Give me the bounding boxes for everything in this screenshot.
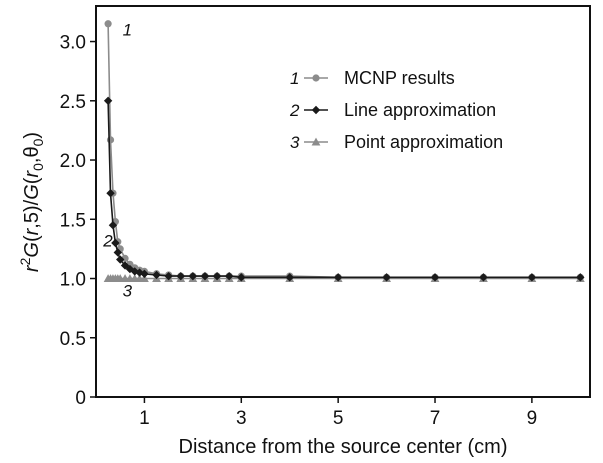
legend-item: 1 MCNP results	[290, 68, 455, 88]
x-tick-label: 3	[236, 408, 247, 429]
series-1-point	[106, 136, 115, 144]
x-tick-label: 5	[333, 408, 344, 429]
legend-item: 2 Line approximation	[289, 100, 496, 120]
legend-marker	[312, 74, 320, 82]
curve-number-label: 3	[123, 281, 133, 300]
y-axis-label-part: (	[21, 235, 43, 242]
series-2-point	[164, 271, 173, 281]
series-2-point	[527, 273, 537, 282]
series-2-point	[116, 255, 125, 264]
legend-number: 1	[290, 69, 299, 88]
y-tick-label: 0	[75, 388, 86, 409]
series-2-point	[285, 273, 294, 282]
curve-number-label: 2	[102, 232, 113, 251]
series-2-point	[237, 273, 246, 282]
y-axis-label-part: 2	[17, 257, 33, 265]
y-axis-label-part: r	[21, 264, 43, 272]
x-tick-label: 1	[139, 408, 150, 429]
y-tick-label: 2.5	[60, 92, 86, 113]
series-2-point	[333, 273, 343, 282]
series-2-point	[103, 96, 113, 105]
series-2-point	[108, 220, 118, 230]
y-tick-label: 3.0	[60, 33, 86, 54]
y-axis-label-part: (	[21, 177, 43, 184]
y-axis-label-part: )	[21, 132, 43, 139]
series-2-point	[140, 269, 149, 278]
legend-number: 2	[289, 101, 300, 120]
legend: 1 MCNP results 2 Line approximation 3 Point a…	[289, 68, 503, 152]
y-axis-label-part: G	[21, 184, 43, 200]
legend-label: Line approximation	[344, 100, 496, 120]
legend-item: 3 Point approximation	[290, 132, 503, 152]
y-axis-label-part: ,θ	[21, 146, 43, 163]
series-2-point	[382, 273, 391, 282]
x-axis-ticks: 1 3 5 7 9	[139, 397, 537, 429]
legend-marker	[311, 137, 321, 146]
series-2-point	[212, 271, 222, 281]
y-axis-label-part: r	[21, 170, 43, 178]
series-2-point	[224, 271, 234, 281]
x-axis-label: Distance from the source center (cm)	[179, 436, 508, 458]
y-axis-label-part: ,5)/	[21, 199, 43, 228]
y-tick-label: 1.0	[60, 270, 86, 291]
y-axis-ticks: 0 0.5 1.0 1.5 2.0 2.5 3.0	[60, 33, 96, 409]
y-axis-label-part: r	[21, 227, 43, 235]
y-tick-label: 0.5	[60, 329, 86, 350]
series-2	[103, 96, 585, 282]
series-3-point	[140, 274, 149, 283]
series-2-point	[188, 271, 198, 281]
legend-number: 3	[290, 133, 300, 152]
series-2-point	[106, 189, 115, 198]
y-axis-label-part: 0	[30, 163, 46, 171]
curve-number-label: 1	[123, 21, 132, 40]
x-tick-label: 7	[430, 408, 441, 429]
y-axis-label-part: 0	[30, 138, 46, 146]
series-2-line	[107, 100, 581, 279]
legend-label: Point approximation	[344, 132, 503, 152]
series-2-point	[430, 273, 440, 282]
series-1-point	[104, 20, 112, 28]
plot-frame	[95, 5, 591, 398]
series-2-point	[111, 238, 120, 248]
x-tick-label: 9	[527, 408, 538, 429]
series-2-point	[200, 271, 210, 281]
series-2-point	[576, 273, 585, 282]
curve-labels: 1 2 3	[102, 21, 132, 301]
legend-label: MCNP results	[344, 68, 455, 88]
series-2-point	[152, 270, 161, 280]
y-axis-label: r2G(r,5)/G(r0,θ0)	[17, 132, 46, 272]
series-layer	[103, 20, 585, 283]
series-2-point	[479, 273, 488, 282]
legend-marker	[311, 105, 321, 115]
y-tick-label: 2.0	[60, 151, 86, 172]
y-tick-label: 1.5	[60, 210, 86, 231]
series-2-point	[113, 248, 122, 257]
series-2-point	[176, 271, 185, 281]
y-axis-label-part: G	[21, 242, 43, 258]
